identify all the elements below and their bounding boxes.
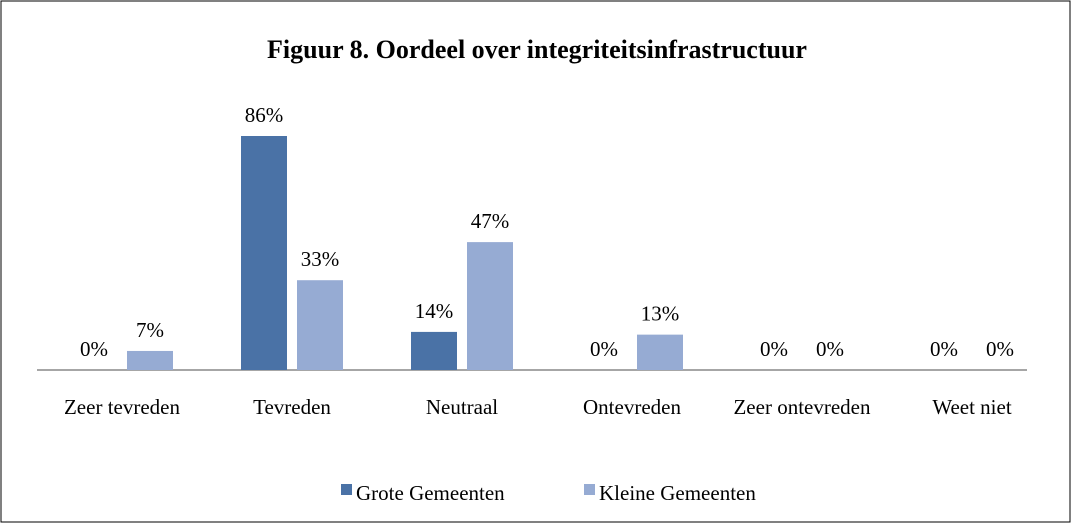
- data-label: 86%: [245, 103, 284, 127]
- bar: [411, 331, 457, 370]
- data-label: 14%: [415, 299, 454, 323]
- x-tick-label: Zeer tevreden: [63, 395, 180, 419]
- legend-label: Kleine Gemeenten: [599, 481, 756, 505]
- x-tick-label: Weet niet: [932, 395, 1012, 419]
- data-label: 0%: [930, 337, 958, 361]
- chart-title: Figuur 8. Oordeel over integriteitsinfra…: [267, 35, 807, 64]
- bar: [637, 334, 683, 370]
- data-label: 13%: [641, 302, 680, 326]
- data-label: 0%: [816, 337, 844, 361]
- x-tick-label: Neutraal: [425, 395, 499, 419]
- data-label: 0%: [760, 337, 788, 361]
- legend-swatch: [341, 484, 352, 495]
- data-label: 0%: [986, 337, 1014, 361]
- data-label: 47%: [471, 209, 510, 233]
- x-tick-label: Tevreden: [253, 395, 331, 419]
- legend-swatch: [584, 484, 595, 495]
- x-tick-label: Ontevreden: [583, 395, 681, 419]
- bar: [241, 136, 287, 370]
- data-label: 7%: [136, 318, 164, 342]
- data-label: 0%: [590, 337, 618, 361]
- bar: [467, 242, 513, 370]
- bar: [127, 350, 173, 370]
- bar: [297, 280, 343, 370]
- data-label: 0%: [80, 337, 108, 361]
- data-label: 33%: [301, 247, 340, 271]
- legend-label: Grote Gemeenten: [356, 481, 505, 505]
- x-tick-label: Zeer ontevreden: [733, 395, 871, 419]
